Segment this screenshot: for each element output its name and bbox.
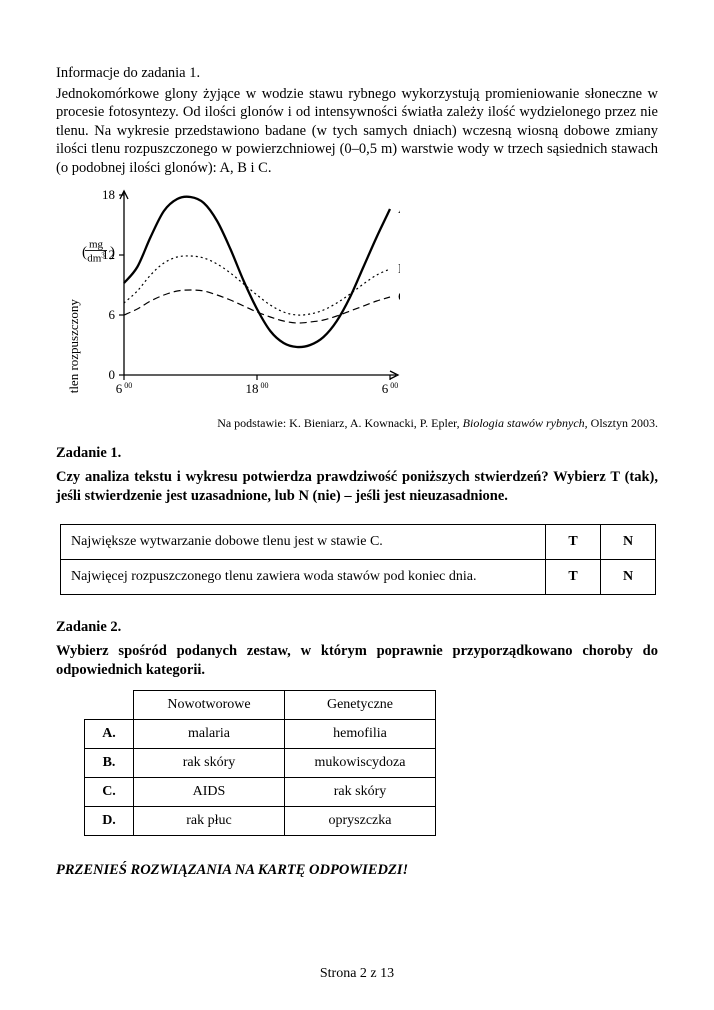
option-n[interactable]: N <box>601 524 656 559</box>
cell: mukowiscydoza <box>285 748 436 777</box>
cell: hemofilia <box>285 719 436 748</box>
task1-instr: Czy analiza tekstu i wykresu potwierdza … <box>56 468 658 506</box>
table-row: A. malaria hemofilia <box>85 719 436 748</box>
task1-table: Największe wytwarzanie dobowe tlenu jest… <box>60 524 656 595</box>
oxygen-chart: 0612186 0018 006 00godzinatlen rozpuszcz… <box>60 185 658 410</box>
task1-head: Zadanie 1. <box>56 445 658 462</box>
svg-text:): ) <box>110 245 115 261</box>
page: Informacje do zadania 1. Jednokomórkowe … <box>0 0 714 1010</box>
caption-suffix: Olsztyn 2003. <box>588 416 658 430</box>
blank-cell <box>85 690 134 719</box>
option-n[interactable]: N <box>601 559 656 594</box>
svg-text:mg: mg <box>89 239 104 251</box>
svg-text:6 00: 6 00 <box>116 381 133 396</box>
caption-prefix: Na podstawie: K. Bieniarz, A. Kownacki, … <box>217 416 462 430</box>
page-footer: Strona 2 z 13 <box>0 966 714 982</box>
statement-cell: Najwięcej rozpuszczonego tlenu zawiera w… <box>61 559 546 594</box>
svg-text:6 00: 6 00 <box>382 381 399 396</box>
svg-text:18 00: 18 00 <box>246 381 269 396</box>
svg-text:C: C <box>398 290 400 305</box>
table-row: Największe wytwarzanie dobowe tlenu jest… <box>61 524 656 559</box>
task2-head: Zadanie 2. <box>56 619 658 636</box>
row-header[interactable]: A. <box>85 719 134 748</box>
col-header: Nowotworowe <box>134 690 285 719</box>
table-row: Nowotworowe Genetyczne <box>85 690 436 719</box>
svg-text:6: 6 <box>109 307 116 322</box>
option-t[interactable]: T <box>546 524 601 559</box>
table-row: C. AIDS rak skóry <box>85 777 436 806</box>
svg-text:tlen rozpuszczony: tlen rozpuszczony <box>66 299 81 394</box>
caption-italic: Biologia stawów rybnych, <box>463 416 588 430</box>
cell: AIDS <box>134 777 285 806</box>
row-header[interactable]: B. <box>85 748 134 777</box>
col-header: Genetyczne <box>285 690 436 719</box>
cell: malaria <box>134 719 285 748</box>
table-row: Najwięcej rozpuszczonego tlenu zawiera w… <box>61 559 656 594</box>
cell: opryszczka <box>285 806 436 835</box>
task2-instr: Wybierz spośród podanych zestaw, w który… <box>56 642 658 680</box>
row-header[interactable]: C. <box>85 777 134 806</box>
table-row: B. rak skóry mukowiscydoza <box>85 748 436 777</box>
cell: rak płuc <box>134 806 285 835</box>
svg-text:A: A <box>398 202 400 217</box>
task2-table: Nowotworowe Genetyczne A. malaria hemofi… <box>84 690 436 836</box>
row-header[interactable]: D. <box>85 806 134 835</box>
svg-text:18: 18 <box>102 187 115 202</box>
option-t[interactable]: T <box>546 559 601 594</box>
transfer-note: PRZENIEŚ ROZWIĄZANIA NA KARTĘ ODPOWIEDZI… <box>56 862 658 879</box>
chart-caption: Na podstawie: K. Bieniarz, A. Kownacki, … <box>56 416 658 431</box>
svg-text:dm3: dm3 <box>87 252 105 265</box>
table-row: D. rak płuc opryszczka <box>85 806 436 835</box>
svg-text:B: B <box>398 262 400 277</box>
chart-svg: 0612186 0018 006 00godzinatlen rozpuszcz… <box>60 185 400 405</box>
statement-cell: Największe wytwarzanie dobowe tlenu jest… <box>61 524 546 559</box>
svg-text:0: 0 <box>109 367 116 382</box>
info-header: Informacje do zadania 1. <box>56 64 658 83</box>
info-body: Jednokomórkowe glony żyjące w wodzie sta… <box>56 85 658 178</box>
cell: rak skóry <box>134 748 285 777</box>
cell: rak skóry <box>285 777 436 806</box>
